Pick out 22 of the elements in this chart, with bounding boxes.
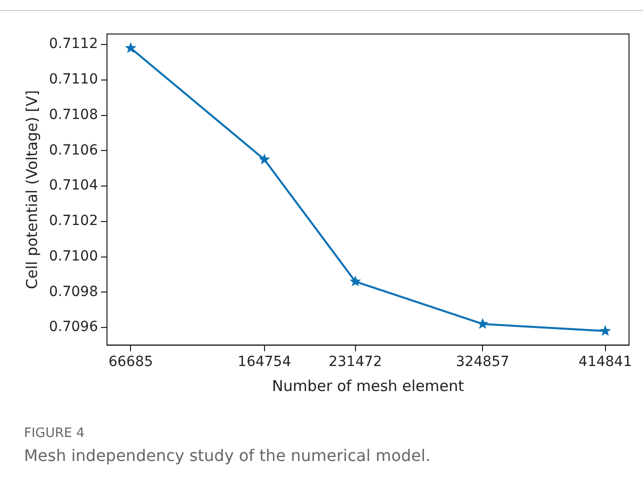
y-tick-label: 0.7104 — [48, 178, 98, 194]
point — [258, 154, 270, 164]
y-tick-label: 0.7110 — [48, 72, 98, 88]
x-tick-label: 66685 — [108, 354, 153, 370]
y-tick-label: 0.7112 — [48, 36, 98, 52]
y-tick-label: 0.7100 — [48, 248, 98, 264]
x-tick-label: 164754 — [238, 354, 292, 370]
x-tick-label: 414841 — [578, 354, 632, 370]
y-tick-label: 0.7106 — [48, 142, 98, 158]
x-axis-title: Number of mesh element — [272, 376, 464, 395]
y-tick-label: 0.7102 — [48, 213, 98, 230]
y-tick-label: 0.7098 — [48, 284, 98, 300]
x-tick-label: 231472 — [328, 354, 382, 370]
point — [350, 276, 362, 286]
point — [125, 42, 136, 53]
y-tick-label: 0.7096 — [48, 319, 98, 336]
y-tick-label: 0.7108 — [48, 106, 98, 123]
x-tick-label: 324857 — [456, 354, 510, 370]
y-axis-title: Cell potential (Voltage) [V] — [22, 90, 41, 290]
text: Mesh independency study of the numerical model. — [24, 445, 431, 467]
caption: FIGURE 4 — [24, 425, 86, 443]
point — [600, 325, 611, 336]
